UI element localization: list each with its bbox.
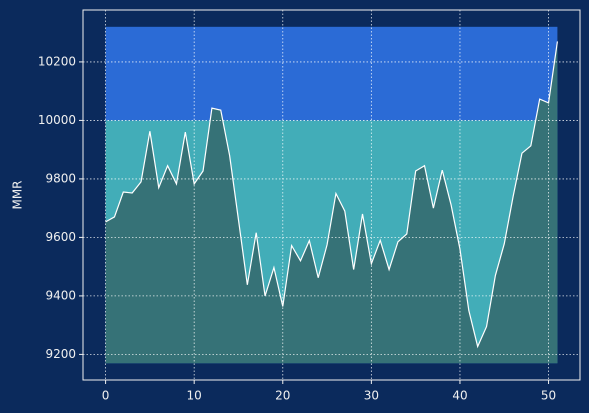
y-tick-label: 9200 [45, 347, 76, 361]
x-tick-label: 20 [275, 389, 290, 403]
y-tick-label: 9800 [45, 171, 76, 185]
y-tick-label: 10200 [38, 54, 76, 68]
x-tick-label: 0 [102, 389, 110, 403]
x-tick-label: 30 [364, 389, 379, 403]
y-tick-label: 10000 [38, 113, 76, 127]
area [105, 41, 558, 364]
y-tick-label: 9600 [45, 230, 76, 244]
y-axis-label: MMR [11, 180, 25, 209]
line [105, 41, 559, 349]
y-tick-label: 9400 [45, 288, 76, 302]
plot-frame [82, 9, 581, 381]
band [105, 26, 558, 121]
x-tick-label: 50 [541, 389, 556, 403]
x-tick-label: 10 [187, 389, 202, 403]
x-tick-label: 40 [452, 389, 467, 403]
